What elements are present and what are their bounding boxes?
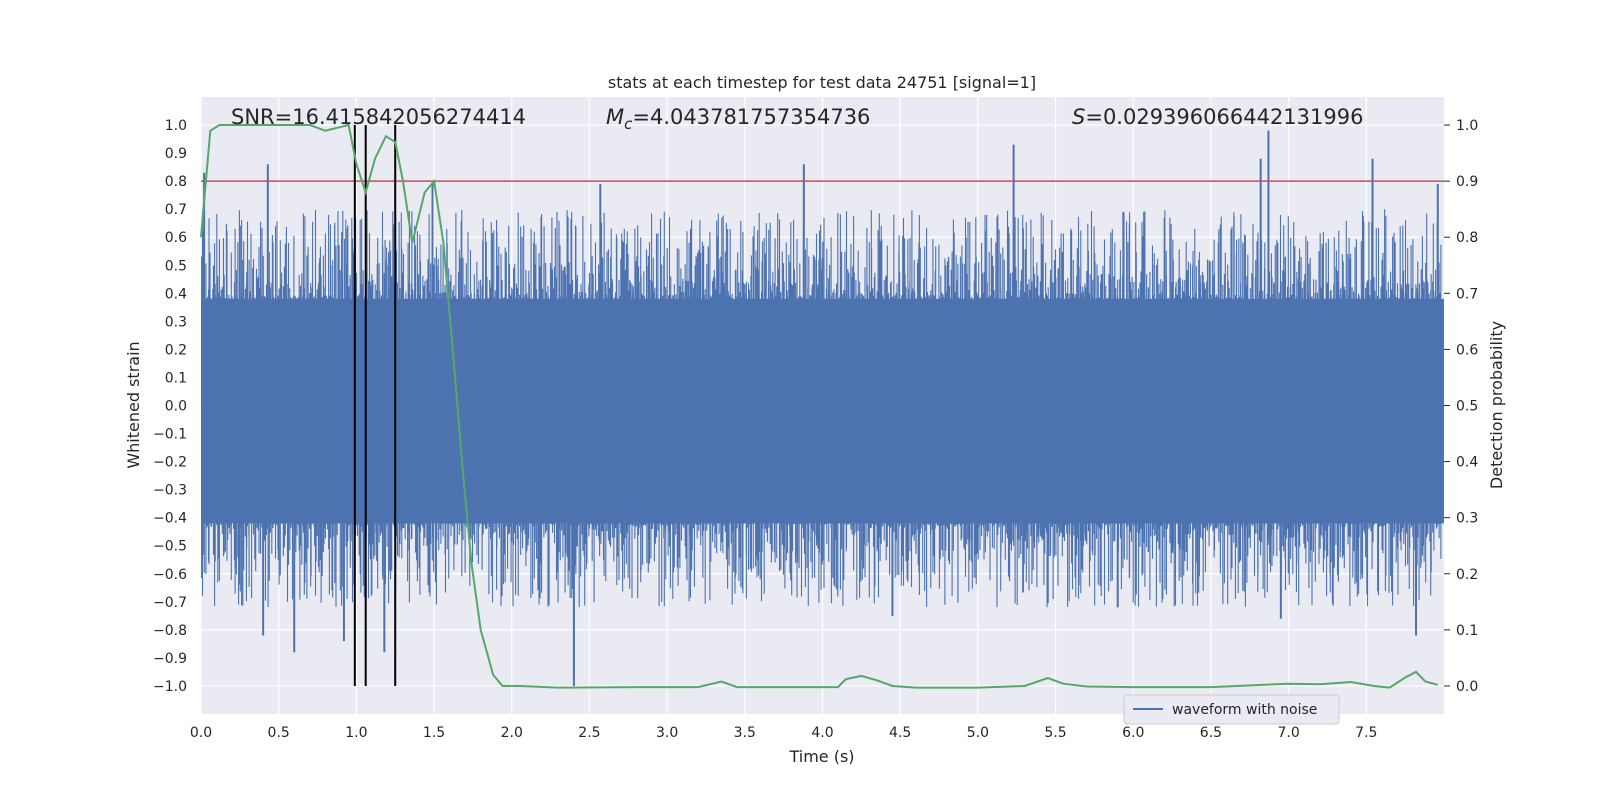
y-right-tick-label: 0.0 [1456,679,1478,695]
y-tick-label: −0.9 [153,651,187,667]
chirp-mass-value: =4.043781757354736 [632,105,870,129]
waveform-series [201,130,1444,686]
y-right-tick-label: 0.8 [1456,230,1478,246]
x-tick-label: 4.0 [811,725,833,741]
x-tick-label: 6.0 [1122,725,1144,741]
x-tick-label: 4.5 [889,725,911,741]
legend-box [1123,694,1340,725]
y-right-axis-label: Detection probability [1487,321,1506,489]
waveform-noise [201,209,1442,608]
x-axis-label: Time (s) [788,747,854,766]
chirp-mass-annotation: Mc=4.043781757354736 [606,105,870,133]
y-tick-label: 1.0 [165,118,187,134]
y-tick-label: −0.2 [153,455,187,471]
x-tick-label: 3.5 [734,725,756,741]
y-tick-label: 0.0 [165,399,187,415]
y-right-tick-label: 0.7 [1456,286,1478,302]
y-tick-label: −0.1 [153,427,187,443]
x-tick-label: 7.0 [1277,725,1299,741]
y-right-tick-label: 0.9 [1456,174,1478,190]
snr-annotation: SNR=16.415842056274414 [231,105,526,129]
y-tick-label: 0.6 [165,230,187,246]
y-right-tick-label: 0.2 [1456,567,1478,583]
x-tick-labels: 0.0 0.5 1.0 1.5 2.0 2.5 3.0 3.5 4.0 4.5 5.0 5.5 6.0 6… [190,725,1378,741]
y-axis-label: Whitened strain [124,341,143,468]
x-tick-label: 0.5 [268,725,290,741]
y-right-tick-labels: 1.0 0.9 0.8 0.7 0.6 0.5 0.4 0.3 0.2 0.1 0.0 [1444,118,1478,695]
x-tick-label: 1.5 [423,725,445,741]
legend: waveform with noise [1123,694,1340,725]
chart-title: stats at each timestep for test data 247… [608,73,1036,92]
x-tick-label: 1.0 [345,725,367,741]
s-statistic-annotation: S=0.029396066442131996 [1072,105,1363,129]
legend-label-waveform: waveform with noise [1172,702,1317,718]
x-tick-label: 6.5 [1200,725,1222,741]
x-tick-label: 7.5 [1355,725,1377,741]
marker-lines [353,125,397,686]
y-tick-label: 0.4 [165,286,187,302]
y-right-tick-label: 0.3 [1456,511,1478,527]
y-tick-label: −1.0 [153,679,187,695]
detection-probability-series [200,123,1439,689]
y-right-tick-label: 0.1 [1456,623,1478,639]
x-tick-label: 2.0 [501,725,523,741]
y-tick-label: 0.7 [165,202,187,218]
y-tick-label: 0.2 [165,342,187,358]
chirp-mass-subscript: c [624,115,633,133]
x-tick-label: 0.0 [190,725,212,741]
y-tick-label: 0.3 [165,314,187,330]
y-tick-labels: 1.0 0.9 0.8 0.7 0.6 0.5 0.4 0.3 0.2 0.1 0.0 −0.1 −0.… [153,118,187,695]
y-tick-label: 0.5 [165,258,187,274]
y-tick-label: 0.9 [165,146,187,162]
y-tick-label: −0.6 [153,567,187,583]
y-tick-label: −0.7 [153,595,187,611]
x-tick-label: 5.0 [967,725,989,741]
y-right-tick-label: 0.4 [1456,455,1478,471]
s-symbol: S [1072,105,1085,129]
chirp-mass-symbol: M [606,105,624,129]
y-right-tick-label: 0.6 [1456,342,1478,358]
y-tick-label: −0.4 [153,511,187,527]
y-right-tick-label: 1.0 [1456,118,1478,134]
x-tick-label: 2.5 [578,725,600,741]
y-right-tick-label: 0.5 [1456,399,1478,415]
y-tick-label: 0.8 [165,174,187,190]
y-tick-label: −0.8 [153,623,187,639]
x-tick-label: 5.5 [1044,725,1066,741]
y-tick-label: 0.1 [165,370,187,386]
s-value: =0.029396066442131996 [1085,105,1363,129]
y-tick-label: −0.5 [153,539,187,555]
y-tick-label: −0.3 [153,483,187,499]
detection-probability-line [200,123,1439,689]
x-tick-label: 3.0 [656,725,678,741]
